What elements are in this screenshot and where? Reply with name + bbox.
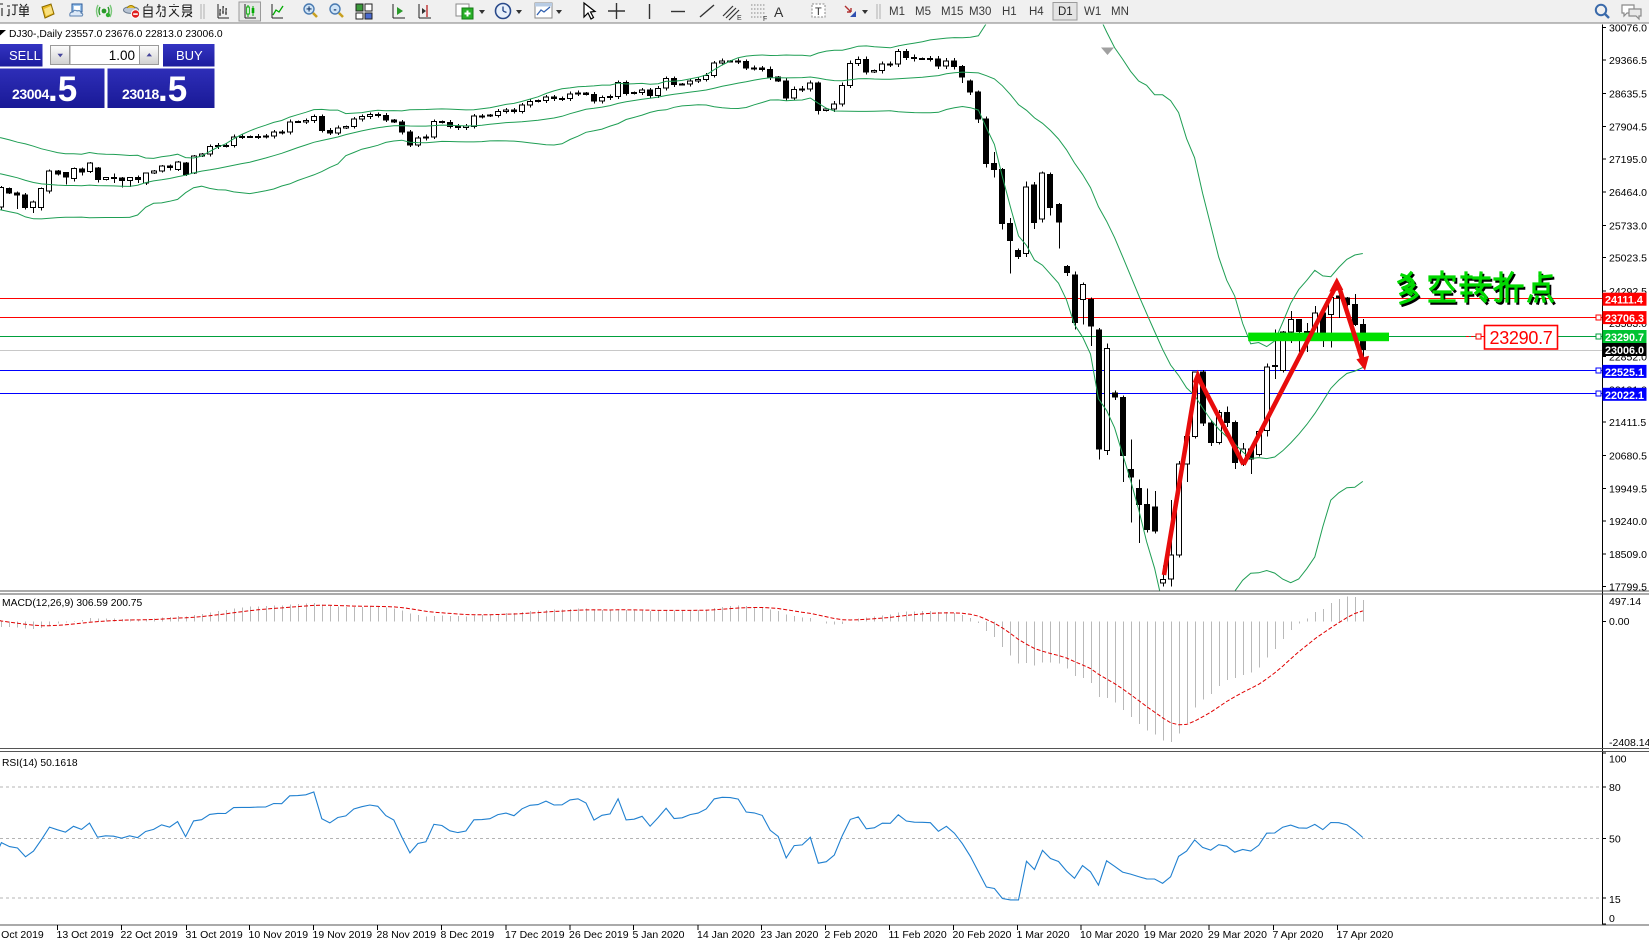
- svg-text:10 Nov 2019: 10 Nov 2019: [249, 929, 309, 941]
- svg-text:0: 0: [1609, 913, 1615, 925]
- svg-text:80: 80: [1609, 782, 1621, 794]
- svg-text:17799.5: 17799.5: [1609, 582, 1647, 594]
- svg-text:.5: .5: [48, 70, 77, 109]
- svg-text:28635.5: 28635.5: [1609, 88, 1647, 100]
- svg-text:21411.5: 21411.5: [1609, 417, 1646, 429]
- svg-text:23 Jan 2020: 23 Jan 2020: [761, 929, 819, 941]
- svg-text:F: F: [763, 16, 767, 23]
- svg-text:23018: 23018: [122, 86, 160, 102]
- svg-text:DJ30-,Daily 23557.0 23676.0 2: DJ30-,Daily 23557.0 23676.0 22813.0 2300…: [9, 29, 223, 40]
- svg-text:11 Feb 2020: 11 Feb 2020: [889, 929, 947, 941]
- svg-text:5 Jan 2020: 5 Jan 2020: [633, 929, 685, 941]
- svg-text:A: A: [774, 4, 784, 20]
- svg-text:10 Mar 2020: 10 Mar 2020: [1080, 929, 1139, 941]
- svg-text:19 Nov 2019: 19 Nov 2019: [313, 929, 373, 941]
- svg-text:15: 15: [1609, 894, 1621, 906]
- svg-text:M15: M15: [941, 6, 963, 18]
- svg-text:23290.7: 23290.7: [1490, 328, 1553, 348]
- svg-text:497.14: 497.14: [1609, 596, 1641, 608]
- svg-text:24111.4: 24111.4: [1605, 295, 1643, 307]
- svg-text:BUY: BUY: [176, 48, 203, 63]
- svg-text:D1: D1: [1058, 6, 1073, 18]
- svg-text:25733.0: 25733.0: [1609, 220, 1647, 232]
- svg-text:26464.0: 26464.0: [1609, 187, 1647, 199]
- svg-text:-2408.14: -2408.14: [1609, 737, 1649, 749]
- svg-text:MACD(12,26,9) 306.59 200.75: MACD(12,26,9) 306.59 200.75: [2, 598, 143, 609]
- svg-text:17 Dec 2019: 17 Dec 2019: [505, 929, 565, 941]
- svg-text:H1: H1: [1002, 6, 1017, 18]
- svg-text:M5: M5: [915, 6, 931, 18]
- svg-text:14 Jan 2020: 14 Jan 2020: [697, 929, 755, 941]
- svg-text:T: T: [815, 6, 822, 18]
- svg-text:23706.3: 23706.3: [1605, 313, 1644, 325]
- svg-text:H4: H4: [1029, 6, 1044, 18]
- svg-text:7 Apr 2020: 7 Apr 2020: [1273, 929, 1324, 941]
- svg-text:-: -: [333, 5, 336, 16]
- svg-text:13 Oct 2019: 13 Oct 2019: [57, 929, 114, 941]
- svg-text:100: 100: [1609, 754, 1627, 766]
- svg-text:29366.5: 29366.5: [1609, 55, 1647, 67]
- svg-text:23004: 23004: [12, 86, 50, 102]
- svg-text:1.00: 1.00: [109, 48, 135, 63]
- svg-text:M30: M30: [969, 6, 991, 18]
- svg-text:W1: W1: [1084, 6, 1101, 18]
- svg-text:SELL: SELL: [9, 48, 41, 63]
- svg-text:22525.1: 22525.1: [1605, 367, 1644, 379]
- svg-text:18509.0: 18509.0: [1609, 549, 1647, 561]
- svg-text:26 Dec 2019: 26 Dec 2019: [569, 929, 629, 941]
- svg-text:22022.1: 22022.1: [1605, 390, 1644, 402]
- svg-text:22 Oct 2019: 22 Oct 2019: [121, 929, 178, 941]
- svg-text:2 Feb 2020: 2 Feb 2020: [825, 929, 878, 941]
- svg-text:29 Mar 2020: 29 Mar 2020: [1208, 929, 1267, 941]
- svg-text:19 Mar 2020: 19 Mar 2020: [1144, 929, 1203, 941]
- svg-text:20 Feb 2020: 20 Feb 2020: [953, 929, 1012, 941]
- svg-text:27195.0: 27195.0: [1609, 154, 1647, 166]
- svg-text:25023.5: 25023.5: [1609, 253, 1647, 265]
- svg-text:20680.5: 20680.5: [1609, 450, 1647, 462]
- svg-text:0.00: 0.00: [1609, 616, 1630, 628]
- svg-text:23290.7: 23290.7: [1605, 332, 1644, 344]
- svg-text:M1: M1: [889, 6, 905, 18]
- svg-text:MN: MN: [1111, 6, 1129, 18]
- svg-text:50: 50: [1609, 833, 1621, 845]
- svg-text:30076.0: 30076.0: [1609, 23, 1647, 35]
- svg-text:1 Mar 2020: 1 Mar 2020: [1017, 929, 1070, 941]
- svg-text:.5: .5: [158, 70, 187, 109]
- svg-text:3 Oct 2019: 3 Oct 2019: [0, 929, 44, 941]
- svg-text:E: E: [737, 15, 742, 22]
- svg-text:+: +: [306, 5, 312, 16]
- svg-text:31 Oct 2019: 31 Oct 2019: [186, 929, 243, 941]
- svg-text:8 Dec 2019: 8 Dec 2019: [441, 929, 495, 941]
- svg-text:19949.5: 19949.5: [1609, 484, 1647, 496]
- svg-text:28 Nov 2019: 28 Nov 2019: [377, 929, 437, 941]
- svg-text:17 Apr 2020: 17 Apr 2020: [1337, 929, 1394, 941]
- svg-text:RSI(14) 50.1618: RSI(14) 50.1618: [2, 758, 78, 769]
- svg-text:23006.0: 23006.0: [1605, 345, 1644, 357]
- svg-text:27904.5: 27904.5: [1609, 122, 1647, 134]
- svg-text:19240.0: 19240.0: [1609, 516, 1647, 528]
